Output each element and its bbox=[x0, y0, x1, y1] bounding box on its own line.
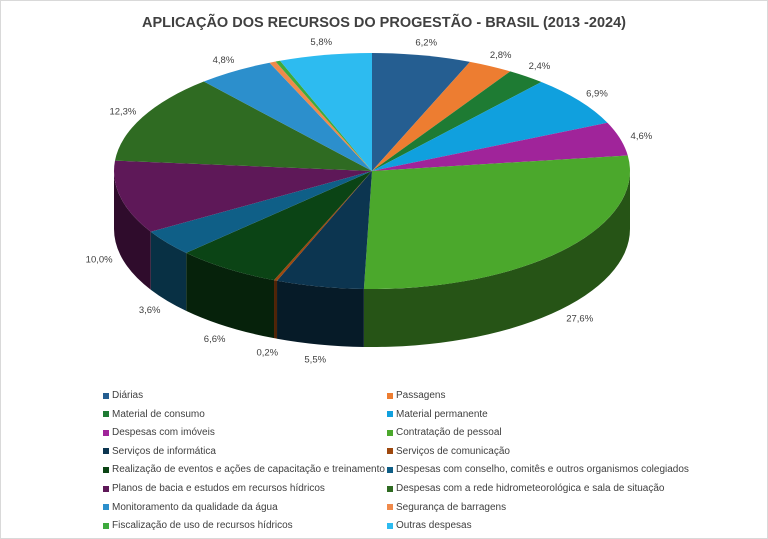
pie-slice-side bbox=[150, 231, 187, 311]
legend-swatch bbox=[103, 522, 109, 529]
legend-swatch bbox=[103, 448, 109, 455]
legend-item: Outras despesas bbox=[387, 520, 472, 531]
legend-label: Outras despesas bbox=[396, 520, 472, 532]
pie-slice bbox=[203, 62, 372, 171]
data-label: 12,3% bbox=[109, 107, 136, 118]
legend-swatch bbox=[387, 429, 393, 436]
data-label: 4,6% bbox=[631, 131, 653, 142]
legend-item: Segurança de barragens bbox=[387, 502, 506, 513]
data-label: 2,4% bbox=[529, 61, 551, 72]
data-label: 2,8% bbox=[490, 50, 512, 61]
legend-label: Fiscalização de uso de recursos hídricos bbox=[112, 520, 293, 532]
pie-slice-side bbox=[363, 171, 630, 347]
data-label: 10,0% bbox=[86, 255, 113, 266]
pie-slice-side bbox=[274, 280, 278, 339]
legend-swatch bbox=[387, 466, 393, 473]
legend-swatch bbox=[387, 485, 393, 492]
legend-swatch bbox=[103, 466, 109, 473]
legend-item: Planos de bacia e estudos em recursos hí… bbox=[103, 483, 325, 494]
legend-label: Despesas com imóveis bbox=[112, 427, 215, 439]
legend-label: Despesas com conselho, comitês e outros … bbox=[396, 464, 689, 476]
legend-item: Serviços de comunicação bbox=[387, 446, 510, 457]
legend-item: Serviços de informática bbox=[103, 446, 216, 457]
pie-slice bbox=[113, 160, 372, 232]
legend-swatch bbox=[387, 411, 393, 418]
legend-swatch bbox=[103, 429, 109, 436]
legend-item: Passagens bbox=[387, 390, 445, 401]
data-label: 5,5% bbox=[304, 354, 326, 365]
data-label: 5,8% bbox=[310, 37, 332, 48]
pie-slice bbox=[269, 61, 372, 171]
legend-label: Material de consumo bbox=[112, 408, 205, 420]
legend-label: Passagens bbox=[396, 390, 446, 401]
pie-slice bbox=[372, 53, 470, 171]
legend-item: Material de consumo bbox=[103, 409, 205, 420]
legend-item: Monitoramento da qualidade da água bbox=[103, 502, 278, 513]
pie-slice bbox=[363, 155, 630, 290]
legend-item: Contratação de pessoal bbox=[387, 427, 502, 438]
legend-label: Monitoramento da qualidade da água bbox=[112, 501, 278, 513]
pie-slice bbox=[150, 171, 372, 253]
legend-label: Realização de eventos e ações de capacit… bbox=[112, 464, 385, 476]
legend-label: Despesas com a rede hidrometeorológica e… bbox=[396, 483, 665, 494]
pie-slice bbox=[372, 122, 628, 171]
legend-label: Diárias bbox=[112, 390, 144, 401]
legend-item: Despesas com a rede hidrometeorológica e… bbox=[387, 483, 665, 494]
legend-label: Contratação de pessoal bbox=[396, 427, 502, 439]
chart-title: APLICAÇÃO DOS RECURSOS DO PROGESTÃO - BR… bbox=[142, 15, 626, 31]
legend-label: Planos de bacia e estudos em recursos hí… bbox=[112, 483, 325, 494]
legend-swatch bbox=[387, 448, 393, 455]
pie-slice bbox=[372, 71, 542, 171]
data-label: 3,6% bbox=[139, 305, 161, 316]
pie-slice bbox=[277, 171, 372, 289]
data-label: 6,6% bbox=[204, 334, 226, 345]
pie-slice bbox=[372, 61, 511, 171]
pie-slice bbox=[186, 171, 372, 281]
legend-swatch bbox=[387, 522, 393, 529]
legend-label: Serviços de comunicação bbox=[396, 445, 510, 457]
legend-item: Diárias bbox=[103, 390, 143, 401]
legend-item: Material permanente bbox=[387, 409, 488, 420]
data-label: 27,6% bbox=[566, 314, 593, 325]
legend-item: Despesas com conselho, comitês e outros … bbox=[387, 464, 689, 475]
pie-slice bbox=[275, 60, 372, 171]
pie-chart: 6,2% 2,8% 2,4% 6,9% 4,6% 27,6% 5,5% 0,2% 6,6% 3,6… bbox=[86, 37, 653, 365]
pie-slice-side bbox=[186, 252, 275, 339]
legend-swatch bbox=[103, 411, 109, 418]
legend-label: Material permanente bbox=[396, 408, 488, 420]
legend-label: Segurança de barragens bbox=[396, 501, 507, 513]
data-label: 6,9% bbox=[586, 88, 608, 99]
legend-swatch bbox=[103, 504, 109, 511]
data-label: 6,2% bbox=[415, 37, 437, 48]
legend-swatch bbox=[103, 392, 109, 399]
legend-item: Realização de eventos e ações de capacit… bbox=[103, 464, 385, 475]
legend-swatch bbox=[103, 485, 109, 492]
legend-swatch bbox=[387, 392, 393, 399]
pie-slice bbox=[372, 81, 608, 171]
legend-swatch bbox=[387, 504, 393, 511]
data-label: 0,2% bbox=[256, 347, 278, 358]
legend-item: Despesas com imóveis bbox=[103, 427, 215, 438]
legend-item: Fiscalização de uso de recursos hídricos bbox=[103, 520, 293, 531]
pie-slice-side bbox=[114, 171, 151, 290]
pie-slice-side bbox=[277, 280, 364, 347]
pie-slice bbox=[274, 171, 372, 281]
data-label: 4,8% bbox=[213, 55, 235, 66]
pie-slice bbox=[280, 53, 372, 171]
pie-slice bbox=[114, 81, 372, 171]
legend-label: Serviços de informática bbox=[112, 445, 216, 457]
